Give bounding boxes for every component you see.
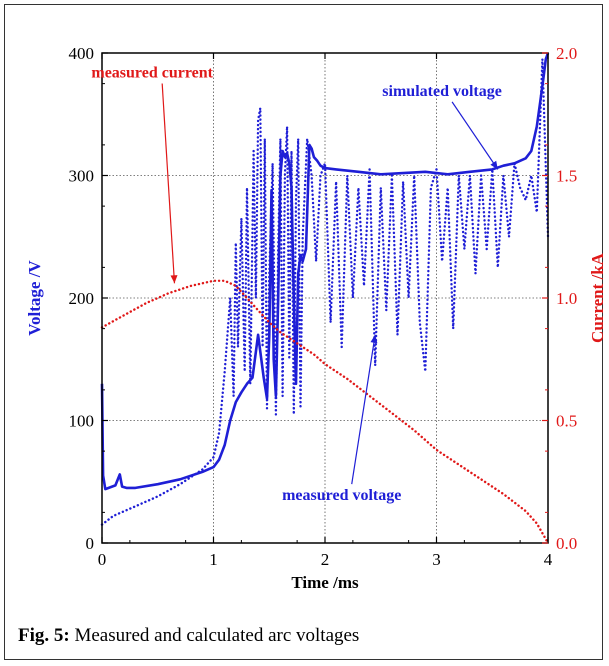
y-axis-left-label: Voltage /V: [25, 260, 44, 336]
x-tick-label: 3: [432, 550, 441, 569]
annotations: measured current simulated voltage measure…: [91, 65, 501, 505]
x-tick-label: 1: [209, 550, 218, 569]
y-left-tick-label: 100: [69, 412, 95, 431]
annotation-arrow: [161, 83, 176, 284]
annotation-arrowhead: [370, 334, 378, 344]
annotation-measured-current: measured current: [91, 65, 213, 82]
x-tick-label: 2: [321, 550, 330, 569]
annotation-simulated-voltage: simulated voltage: [382, 83, 502, 100]
annotation-arrowhead: [490, 160, 498, 170]
caption-label: Fig. 5:: [18, 625, 70, 646]
y-right-tick-label: 1.0: [556, 289, 577, 308]
y-right-tick-label: 0.5: [556, 412, 577, 431]
annotation-arrowhead: [170, 275, 178, 284]
figure-frame: [4, 4, 603, 660]
x-tick-label: 0: [98, 550, 107, 569]
ticks: 0 1 2 3 4 0 100 200 300 400 0.0 0.5 1.0 1.5 2.0: [69, 44, 578, 569]
annotation-arrow: [451, 101, 499, 170]
y-left-tick-label: 400: [69, 44, 95, 63]
y-left-tick-label: 200: [69, 289, 95, 308]
annotation-measured-voltage: measured voltage: [282, 487, 401, 504]
y-left-tick-label: 300: [69, 167, 95, 186]
y-right-tick-label: 1.5: [556, 167, 577, 186]
x-axis-label: Time /ms: [291, 573, 359, 592]
figure-caption: Fig. 5: Measured and calculated arc volt…: [18, 625, 359, 647]
y-left-tick-label: 0: [86, 534, 95, 553]
y-right-tick-label: 0.0: [556, 534, 577, 553]
x-tick-label: 4: [544, 550, 553, 569]
y-right-tick-label: 2.0: [556, 44, 577, 63]
series-measured-current: [100, 279, 550, 545]
annotation-arrow: [351, 334, 376, 485]
caption-text: Measured and calculated arc voltages: [74, 625, 360, 646]
series-layer: [100, 52, 550, 545]
y-axis-right-label: Current /kA: [588, 252, 607, 343]
grid: [102, 53, 548, 543]
series-measured-voltage: [100, 57, 550, 526]
